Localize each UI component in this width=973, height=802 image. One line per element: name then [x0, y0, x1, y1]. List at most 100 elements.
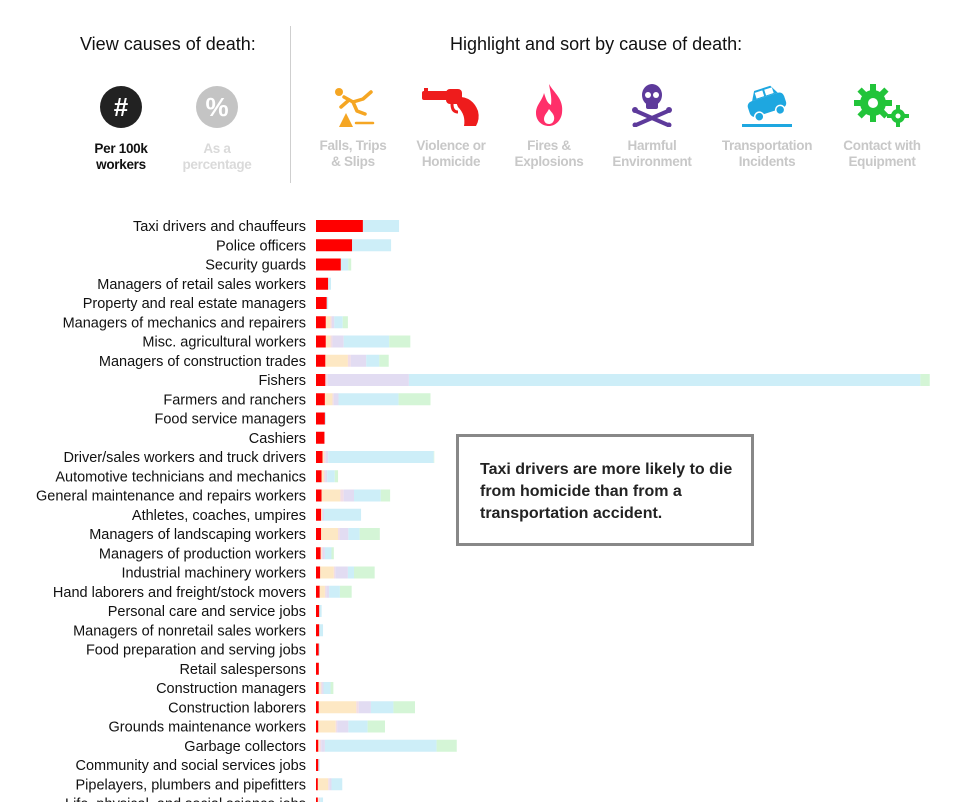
bar-segment[interactable] [334, 470, 339, 483]
bar-segment[interactable] [354, 489, 381, 502]
bar-segment[interactable] [316, 239, 353, 252]
bar-segment[interactable] [331, 316, 335, 329]
cause-transportation-button[interactable]: Transportation Incidents [712, 77, 822, 170]
bar-segment[interactable] [348, 258, 352, 271]
bar-segment[interactable] [316, 624, 320, 637]
bar-segment[interactable] [321, 739, 325, 752]
bar-segment[interactable] [359, 528, 380, 540]
bar-segment[interactable] [367, 720, 385, 733]
bar-segment[interactable] [436, 739, 457, 752]
per-100k-button[interactable]: # Per 100k workers [76, 86, 166, 173]
bar-segment[interactable] [337, 720, 349, 733]
bar-segment[interactable] [343, 489, 354, 502]
bar-segment[interactable] [322, 451, 324, 463]
percentage-button[interactable]: % As a percentage [172, 86, 262, 173]
bar-segment[interactable] [330, 682, 334, 694]
bar-segment[interactable] [326, 297, 329, 309]
bar-segment[interactable] [323, 470, 326, 483]
bar-segment[interactable] [326, 585, 330, 598]
bar-segment[interactable] [327, 374, 409, 386]
bar-segment[interactable] [316, 643, 319, 656]
bar-segment[interactable] [350, 354, 367, 367]
bar-segment[interactable] [320, 547, 322, 560]
bar-segment[interactable] [317, 797, 319, 802]
bar-segment[interactable] [316, 297, 327, 309]
bar-segment[interactable] [920, 374, 930, 386]
bar-segment[interactable] [325, 451, 329, 463]
bar-segment[interactable] [316, 662, 319, 675]
bar-segment[interactable] [327, 470, 335, 483]
bar-segment[interactable] [328, 451, 434, 463]
bar-segment[interactable] [342, 316, 348, 329]
bar-segment[interactable] [328, 778, 330, 791]
bar-segment[interactable] [316, 277, 329, 290]
bar-segment[interactable] [362, 220, 400, 232]
bar-segment[interactable] [316, 470, 322, 483]
cause-environment-button[interactable]: Harmful Environment [597, 77, 707, 170]
bar-segment[interactable] [316, 739, 319, 752]
bar-segment[interactable] [340, 489, 344, 502]
bar-segment[interactable] [356, 701, 359, 714]
bar-segment[interactable] [320, 566, 334, 579]
bar-segment[interactable] [316, 220, 363, 232]
bar-segment[interactable] [316, 528, 322, 540]
bar-segment[interactable] [332, 393, 334, 406]
bar-segment[interactable] [318, 797, 321, 802]
bar-segment[interactable] [324, 412, 326, 425]
bar-segment[interactable] [316, 778, 318, 791]
bar-segment[interactable] [328, 277, 332, 290]
bar-segment[interactable] [316, 489, 322, 502]
bar-segment[interactable] [316, 759, 319, 771]
bar-segment[interactable] [316, 720, 319, 733]
bar-segment[interactable] [321, 470, 324, 483]
bar-segment[interactable] [393, 701, 415, 714]
bar-segment[interactable] [358, 701, 371, 714]
bar-segment[interactable] [316, 316, 326, 329]
bar-segment[interactable] [322, 682, 324, 694]
bar-segment[interactable] [339, 585, 352, 598]
bar-segment[interactable] [329, 778, 332, 791]
bar-segment[interactable] [322, 508, 324, 521]
bar-segment[interactable] [380, 489, 391, 502]
bar-segment[interactable] [324, 547, 332, 560]
bar-segment[interactable] [348, 720, 368, 733]
bar-segment[interactable] [338, 393, 399, 406]
bar-segment[interactable] [320, 682, 323, 694]
bar-segment[interactable] [340, 258, 349, 271]
bar-segment[interactable] [318, 643, 320, 656]
bar-segment[interactable] [334, 316, 343, 329]
bar-segment[interactable] [331, 778, 343, 791]
bar-segment[interactable] [321, 508, 323, 521]
bar-segment[interactable] [352, 239, 392, 252]
bar-segment[interactable] [324, 585, 327, 598]
bar-segment[interactable] [316, 797, 318, 802]
bar-segment[interactable] [335, 566, 348, 579]
bar-segment[interactable] [347, 566, 355, 579]
bar-segment[interactable] [335, 720, 338, 733]
bar-segment[interactable] [323, 451, 326, 463]
bar-segment[interactable] [316, 566, 321, 579]
bar-segment[interactable] [316, 374, 326, 386]
bar-segment[interactable] [316, 547, 321, 560]
bar-segment[interactable] [317, 778, 329, 791]
bar-segment[interactable] [332, 335, 344, 348]
bar-segment[interactable] [330, 316, 332, 329]
bar-segment[interactable] [319, 585, 325, 598]
bar-segment[interactable] [325, 335, 331, 348]
bar-segment[interactable] [343, 335, 390, 348]
bar-segment[interactable] [339, 528, 349, 540]
bar-segment[interactable] [366, 354, 380, 367]
bar-segment[interactable] [318, 682, 321, 694]
bar-segment[interactable] [321, 528, 339, 540]
bar-segment[interactable] [330, 335, 333, 348]
bar-segment[interactable] [323, 508, 362, 521]
bar-segment[interactable] [324, 393, 333, 406]
bar-segment[interactable] [379, 354, 389, 367]
bar-segment[interactable] [318, 739, 320, 752]
bar-segment[interactable] [318, 701, 357, 714]
bar-segment[interactable] [319, 605, 322, 617]
bar-segment[interactable] [319, 739, 322, 752]
bar-segment[interactable] [316, 508, 322, 521]
bar-segment[interactable] [318, 720, 336, 733]
bar-segment[interactable] [316, 393, 325, 406]
